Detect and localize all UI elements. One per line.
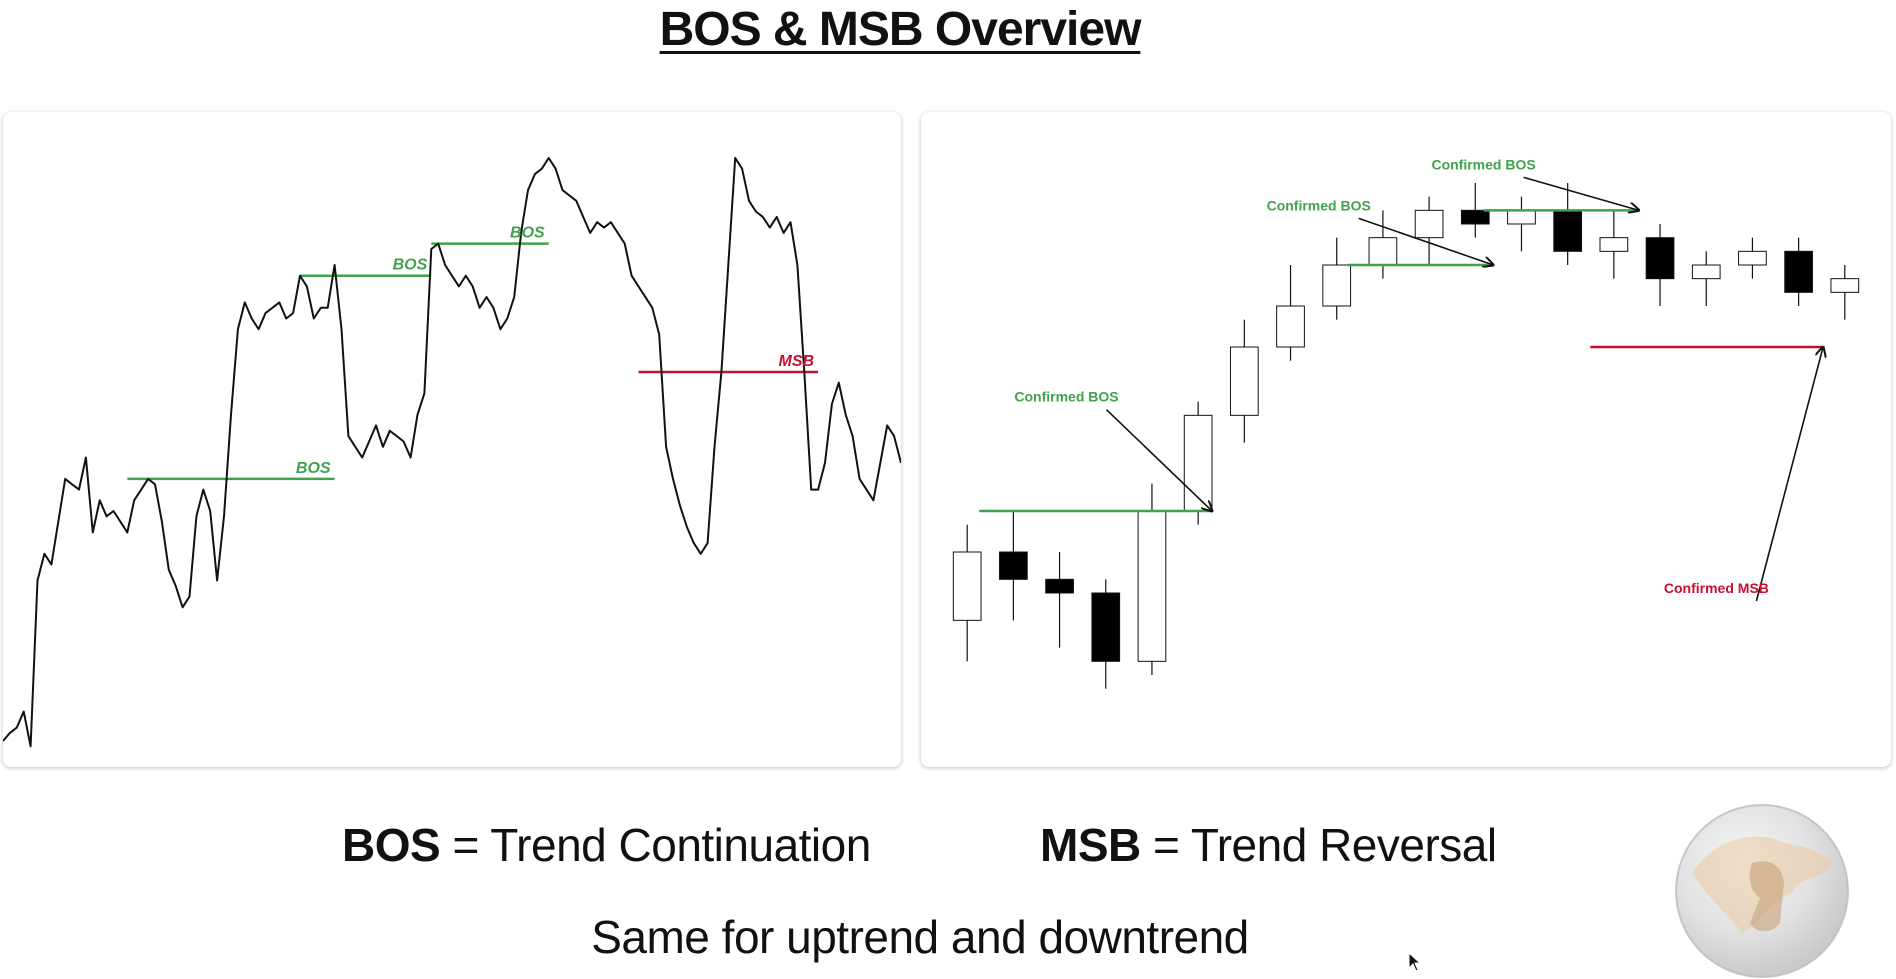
candle-body (1691, 264, 1721, 280)
candle-body (1276, 305, 1305, 348)
bos-level-label: BOS (296, 460, 331, 477)
candle-body (1137, 510, 1167, 662)
line-chart-panel: BOS BOS BOS MSB (3, 112, 901, 767)
price-line (3, 157, 901, 748)
candle-body (1830, 278, 1860, 293)
annotation-arrow (1755, 347, 1823, 602)
candle-body (1229, 346, 1259, 416)
annotation-arrow (1105, 409, 1213, 511)
candlestick-chart: Confirmed BOS Confirmed BOS Confirmed BOS C… (952, 156, 1860, 689)
caption-bos-definition: = Trend Continuation (452, 819, 871, 871)
confirmed-bos-label: Confirmed BOS (1014, 389, 1118, 405)
candle-body (1784, 250, 1813, 293)
candle-body (1553, 209, 1583, 252)
globe-logo-icon (1675, 804, 1849, 978)
bos-level-label: BOS (510, 225, 545, 242)
candle-body (1645, 237, 1675, 280)
candle-body (952, 551, 982, 621)
candle-body (1322, 264, 1352, 307)
mouse-cursor-icon (1408, 952, 1422, 972)
candle-body (1368, 237, 1398, 266)
candle-body (1507, 209, 1536, 225)
candle-body (1091, 592, 1121, 662)
candle-body (999, 551, 1028, 580)
line-chart: BOS BOS BOS MSB (3, 157, 901, 748)
candle-body (1599, 237, 1629, 252)
annotation-arrow (1358, 217, 1494, 265)
candle-body (1045, 578, 1074, 594)
candlestick-chart-panel: Confirmed BOS Confirmed BOS Confirmed BOS C… (921, 112, 1891, 767)
caption-msb-term: MSB (1040, 819, 1141, 871)
caption-msb-definition: = Trend Reversal (1153, 819, 1497, 871)
caption-bos: BOS = Trend Continuation (342, 818, 871, 872)
footer-caption: Same for uptrend and downtrend (591, 911, 1249, 963)
annotation-arrow (1523, 176, 1639, 210)
candle-body (1414, 209, 1444, 239)
msb-level-label: MSB (779, 353, 815, 370)
confirmed-msb-label: Confirmed MSB (1664, 580, 1769, 596)
page-title: BOS & MSB Overview (659, 3, 1142, 56)
bos-level-label: BOS (393, 257, 428, 274)
candle-body (1738, 250, 1767, 266)
confirmed-bos-label: Confirmed BOS (1431, 156, 1535, 172)
confirmed-bos-label: Confirmed BOS (1267, 197, 1371, 213)
candle-body (1460, 209, 1490, 225)
caption-msb: MSB = Trend Reversal (1040, 818, 1497, 872)
caption-bos-term: BOS (342, 819, 441, 871)
candle-body (1183, 414, 1213, 512)
